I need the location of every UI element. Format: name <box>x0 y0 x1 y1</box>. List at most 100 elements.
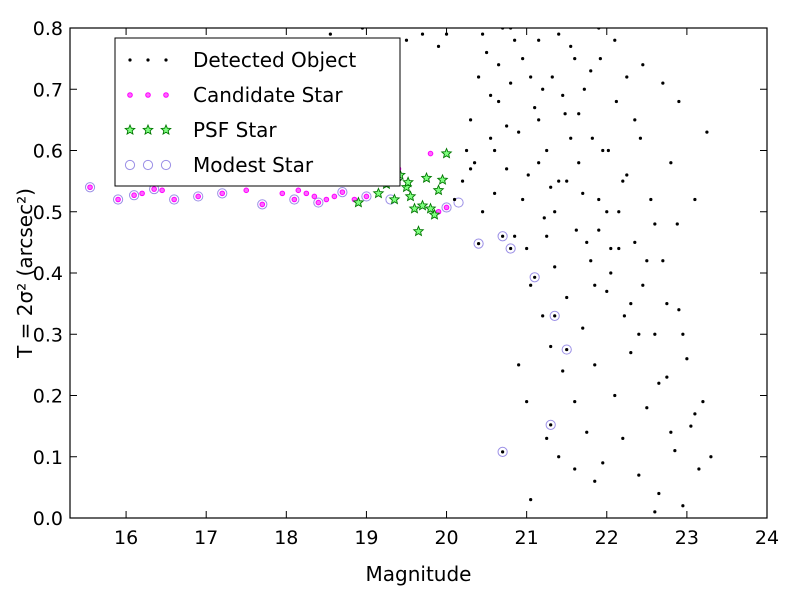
data-point <box>553 265 557 269</box>
data-point <box>408 202 421 214</box>
data-point <box>542 216 546 220</box>
data-point <box>505 243 516 254</box>
data-point <box>404 38 409 42</box>
data-point <box>589 259 593 263</box>
data-point <box>653 510 657 514</box>
data-point <box>279 190 286 197</box>
data-point <box>609 271 613 275</box>
data-point <box>549 185 553 189</box>
x-tick-label: 17 <box>194 527 218 549</box>
data-point <box>563 112 567 116</box>
data-point <box>501 234 505 238</box>
data-point <box>622 314 626 318</box>
data-point <box>476 242 481 246</box>
data-point <box>577 161 581 165</box>
data-point <box>669 161 673 165</box>
data-point <box>545 419 556 430</box>
data-point <box>601 461 605 465</box>
data-point <box>585 430 589 434</box>
data-point <box>84 182 96 193</box>
data-point <box>641 63 645 67</box>
data-point <box>323 196 330 203</box>
data-point <box>693 412 697 416</box>
data-point <box>416 199 429 211</box>
data-point <box>577 112 581 116</box>
data-point <box>337 187 348 198</box>
data-point <box>428 208 441 220</box>
data-point <box>613 393 617 398</box>
data-point <box>582 87 586 91</box>
data-point <box>505 124 509 128</box>
data-point <box>529 283 533 287</box>
data-point <box>614 99 618 104</box>
data-point <box>553 314 557 318</box>
data-point <box>472 161 477 165</box>
data-point <box>128 190 140 201</box>
data-point <box>217 188 228 199</box>
data-point <box>424 202 437 214</box>
data-point <box>601 148 605 153</box>
data-point <box>633 118 637 122</box>
data-point <box>681 332 685 336</box>
data-point <box>440 147 453 159</box>
data-point <box>464 148 469 153</box>
data-point <box>685 357 689 361</box>
data-point <box>701 400 705 404</box>
legend-marker <box>163 92 169 98</box>
data-point <box>493 191 497 195</box>
data-point <box>529 272 540 283</box>
data-point <box>404 190 417 202</box>
data-point <box>625 173 629 177</box>
data-point <box>606 148 610 153</box>
legend-label: Candidate Star <box>193 83 343 107</box>
data-point <box>525 400 529 404</box>
data-point <box>621 179 625 183</box>
data-point <box>565 179 569 183</box>
x-tick-label: 24 <box>755 527 779 549</box>
data-point <box>219 190 226 197</box>
series-candidate-star <box>87 150 450 215</box>
data-point <box>661 81 665 85</box>
data-point <box>331 193 338 200</box>
data-point <box>533 106 537 110</box>
x-tick-label: 16 <box>114 527 138 549</box>
data-point <box>468 167 473 171</box>
data-point <box>617 246 621 251</box>
data-point <box>537 161 541 165</box>
data-point <box>621 436 625 440</box>
ticks-layer: 16 17 18 19 20 21 22 23 24 0.0 0.1 0.2 0.3 0.4 0.5 0.6 0… <box>33 18 779 549</box>
data-point <box>497 63 501 67</box>
data-point <box>303 190 310 197</box>
data-point <box>468 118 473 122</box>
data-point <box>295 187 302 194</box>
data-point <box>493 148 497 153</box>
data-point <box>525 246 529 251</box>
data-point <box>673 449 677 453</box>
data-point <box>315 199 322 206</box>
data-point <box>484 50 489 55</box>
data-point <box>537 38 541 42</box>
data-point <box>441 202 452 213</box>
legend-marker <box>142 159 154 171</box>
data-point <box>617 210 621 214</box>
x-tick-label: 20 <box>434 527 458 549</box>
legend-marker <box>146 58 150 62</box>
data-point <box>259 201 266 208</box>
data-point <box>339 189 346 195</box>
modest-center-dots <box>476 234 569 454</box>
data-point <box>581 326 585 330</box>
data-point <box>550 75 554 79</box>
legend-marker <box>142 123 154 135</box>
data-point <box>517 130 521 134</box>
data-point <box>657 381 661 385</box>
data-point <box>665 375 669 379</box>
data-point <box>561 369 565 373</box>
data-point <box>420 32 425 36</box>
data-point <box>637 473 641 477</box>
data-point <box>675 222 679 226</box>
data-point <box>569 136 573 140</box>
data-point <box>521 57 525 61</box>
x-tick-label: 18 <box>274 527 298 549</box>
data-point <box>497 446 508 457</box>
